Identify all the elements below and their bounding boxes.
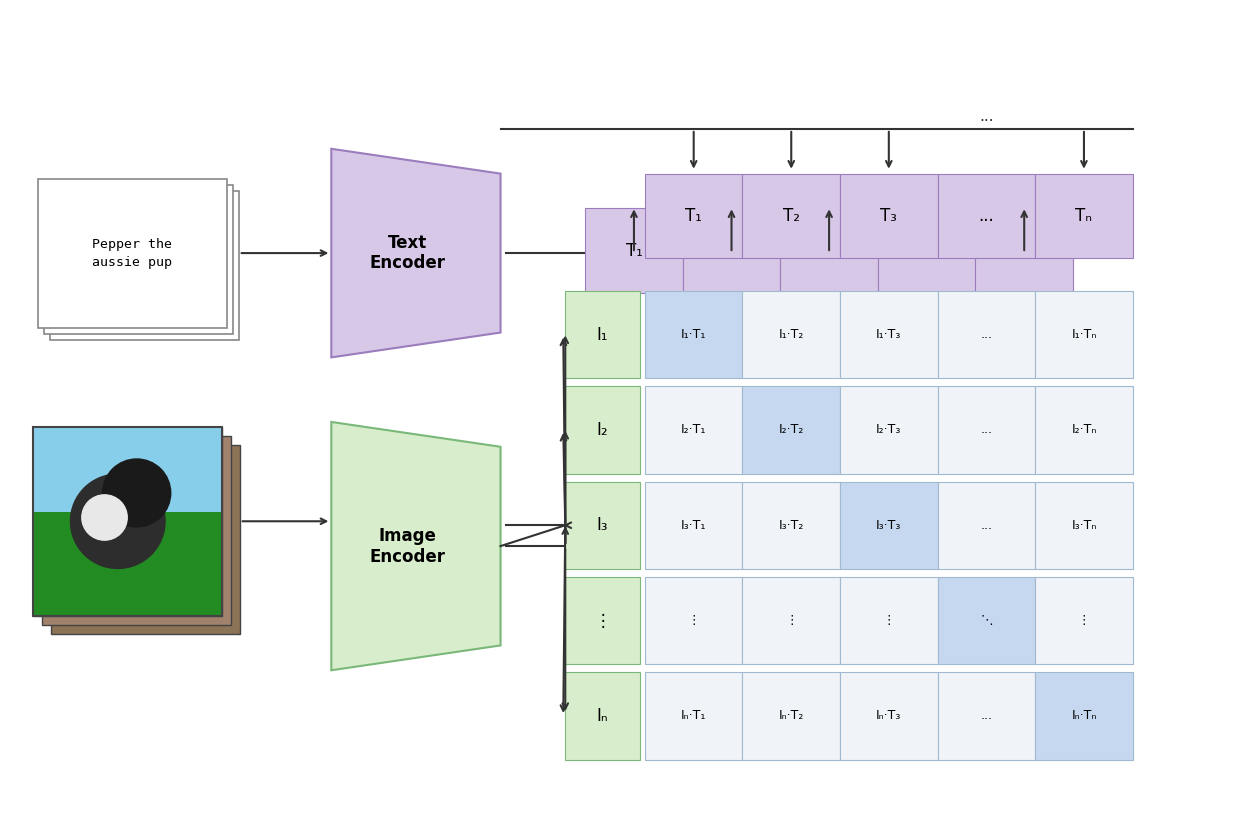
Text: Iₙ·T₁: Iₙ·T₁ xyxy=(681,710,706,723)
FancyBboxPatch shape xyxy=(41,436,231,624)
Text: ⋮: ⋮ xyxy=(785,614,797,627)
Text: T₃: T₃ xyxy=(821,241,837,260)
FancyBboxPatch shape xyxy=(937,386,1035,474)
FancyBboxPatch shape xyxy=(937,291,1035,378)
Text: ...: ... xyxy=(981,710,992,723)
FancyBboxPatch shape xyxy=(32,427,222,512)
Text: ⋱: ⋱ xyxy=(980,614,992,627)
Text: T₂: T₂ xyxy=(723,241,740,260)
FancyBboxPatch shape xyxy=(565,577,640,664)
Text: ⋮: ⋮ xyxy=(594,612,612,629)
Text: Text
Encoder: Text Encoder xyxy=(369,234,446,272)
FancyBboxPatch shape xyxy=(780,208,877,293)
FancyBboxPatch shape xyxy=(743,672,840,760)
FancyBboxPatch shape xyxy=(743,577,840,664)
FancyBboxPatch shape xyxy=(645,386,743,474)
FancyBboxPatch shape xyxy=(1035,174,1133,258)
FancyBboxPatch shape xyxy=(937,672,1035,760)
Text: I₂·T₂: I₂·T₂ xyxy=(779,423,804,437)
Polygon shape xyxy=(331,149,500,357)
FancyBboxPatch shape xyxy=(1035,577,1133,664)
FancyBboxPatch shape xyxy=(645,174,743,258)
FancyBboxPatch shape xyxy=(645,291,743,378)
Text: Tₙ: Tₙ xyxy=(1016,241,1032,260)
Text: Tₙ: Tₙ xyxy=(1076,207,1092,225)
Text: ...: ... xyxy=(980,109,993,124)
Text: I₃: I₃ xyxy=(597,516,608,534)
FancyBboxPatch shape xyxy=(840,291,937,378)
Text: I₃·T₁: I₃·T₁ xyxy=(681,519,706,532)
Polygon shape xyxy=(331,422,500,670)
Text: ...: ... xyxy=(981,423,992,437)
Text: ...: ... xyxy=(920,223,934,238)
Text: Iₙ·T₂: Iₙ·T₂ xyxy=(779,710,804,723)
FancyBboxPatch shape xyxy=(743,291,840,378)
FancyBboxPatch shape xyxy=(565,672,640,760)
FancyBboxPatch shape xyxy=(743,386,840,474)
FancyBboxPatch shape xyxy=(937,174,1035,258)
FancyBboxPatch shape xyxy=(50,190,238,340)
Text: T₂: T₂ xyxy=(782,207,800,225)
FancyBboxPatch shape xyxy=(51,445,240,633)
FancyBboxPatch shape xyxy=(37,179,227,327)
Text: ⋮: ⋮ xyxy=(688,614,700,627)
Text: I₂·Tₙ: I₂·Tₙ xyxy=(1071,423,1097,437)
FancyBboxPatch shape xyxy=(840,481,937,569)
Text: Pepper the
aussie pup: Pepper the aussie pup xyxy=(92,237,172,269)
Text: ⋮: ⋮ xyxy=(1078,614,1091,627)
FancyBboxPatch shape xyxy=(937,481,1035,569)
Text: I₁·T₂: I₁·T₂ xyxy=(779,328,804,341)
FancyBboxPatch shape xyxy=(683,208,780,293)
Text: Iₙ·T₃: Iₙ·T₃ xyxy=(876,710,901,723)
Text: I₁·T₁: I₁·T₁ xyxy=(681,328,706,341)
FancyBboxPatch shape xyxy=(32,512,222,615)
FancyBboxPatch shape xyxy=(645,577,743,664)
Text: I₂·T₁: I₂·T₁ xyxy=(681,423,706,437)
Text: I₃·T₃: I₃·T₃ xyxy=(876,519,901,532)
FancyBboxPatch shape xyxy=(840,577,937,664)
FancyBboxPatch shape xyxy=(877,208,976,293)
Text: Iₙ: Iₙ xyxy=(597,707,609,725)
FancyBboxPatch shape xyxy=(1035,481,1133,569)
FancyBboxPatch shape xyxy=(840,174,937,258)
Text: I₂·T₃: I₂·T₃ xyxy=(876,423,901,437)
Circle shape xyxy=(82,495,127,540)
FancyBboxPatch shape xyxy=(565,481,640,569)
FancyBboxPatch shape xyxy=(565,291,640,378)
FancyBboxPatch shape xyxy=(565,386,640,474)
Text: ...: ... xyxy=(981,328,992,341)
Text: Image
Encoder: Image Encoder xyxy=(369,527,446,566)
FancyBboxPatch shape xyxy=(1035,291,1133,378)
FancyBboxPatch shape xyxy=(32,427,222,615)
Text: ...: ... xyxy=(981,519,992,532)
FancyBboxPatch shape xyxy=(585,208,683,293)
Text: T₁: T₁ xyxy=(625,241,643,260)
FancyBboxPatch shape xyxy=(645,672,743,760)
Text: I₁·Tₙ: I₁·Tₙ xyxy=(1071,328,1097,341)
Text: Iₙ·Tₙ: Iₙ·Tₙ xyxy=(1071,710,1097,723)
FancyBboxPatch shape xyxy=(743,174,840,258)
Text: ...: ... xyxy=(978,207,995,225)
Text: I₁·T₃: I₁·T₃ xyxy=(876,328,901,341)
Text: I₁: I₁ xyxy=(597,326,608,343)
FancyBboxPatch shape xyxy=(1035,672,1133,760)
Text: ⋮: ⋮ xyxy=(882,614,895,627)
FancyBboxPatch shape xyxy=(840,672,937,760)
Circle shape xyxy=(102,459,171,527)
Text: T₃: T₃ xyxy=(880,207,897,225)
FancyBboxPatch shape xyxy=(937,577,1035,664)
Text: I₂: I₂ xyxy=(597,421,609,439)
Text: ...: ... xyxy=(919,241,935,260)
FancyBboxPatch shape xyxy=(645,481,743,569)
Circle shape xyxy=(70,474,165,568)
Text: T₁: T₁ xyxy=(685,207,703,225)
FancyBboxPatch shape xyxy=(743,481,840,569)
FancyBboxPatch shape xyxy=(44,184,232,333)
Text: I₃·T₂: I₃·T₂ xyxy=(779,519,804,532)
FancyBboxPatch shape xyxy=(840,386,937,474)
FancyBboxPatch shape xyxy=(1035,386,1133,474)
Text: I₃·Tₙ: I₃·Tₙ xyxy=(1071,519,1097,532)
FancyBboxPatch shape xyxy=(976,208,1073,293)
